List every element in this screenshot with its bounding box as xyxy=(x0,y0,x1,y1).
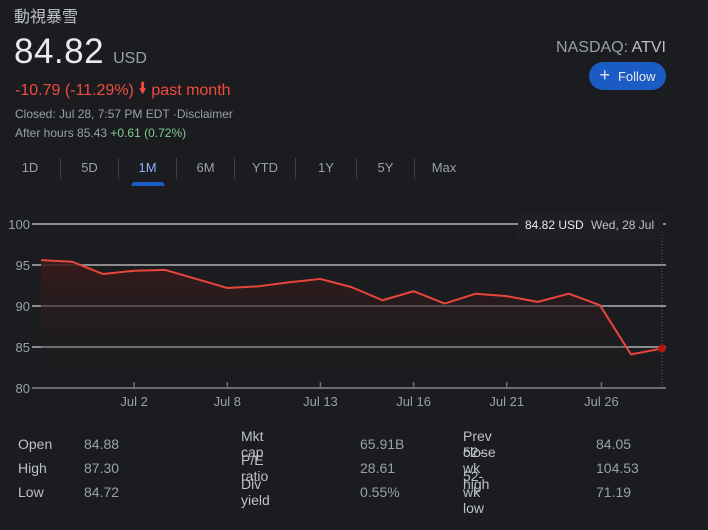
price-row: 84.82 USD xyxy=(14,32,147,72)
ticker: ATVI xyxy=(631,39,666,56)
x-tick-label: Jul 16 xyxy=(396,394,431,409)
stat-value: 28.61 xyxy=(360,460,396,476)
stat-label: Div yield xyxy=(241,476,270,508)
tooltip-value: 84.82 USD xyxy=(525,218,584,232)
price-area xyxy=(41,260,662,388)
stat-value: 0.55% xyxy=(360,484,400,500)
y-tick-label: 85 xyxy=(16,340,30,355)
x-tick-label: Jul 13 xyxy=(303,394,338,409)
tab-1m[interactable]: 1M xyxy=(119,154,176,182)
range-tabs: 1D 5D 1M 6M YTD 1Y 5Y Max xyxy=(0,153,473,183)
x-tick-label: Jul 2 xyxy=(120,394,147,409)
change-value: -10.79 (-11.29%) xyxy=(15,81,134,99)
closed-text: Closed: Jul 28, 7:57 PM EDT xyxy=(15,107,170,121)
tooltip-box xyxy=(518,213,662,241)
stat-value: 87.30 xyxy=(84,460,120,476)
stat-label: Prev close xyxy=(463,428,496,460)
disclaimer-link[interactable]: ·Disclaimer xyxy=(172,107,233,121)
exchange-ticker: NASDAQ: ATVI xyxy=(556,39,666,57)
tab-separator xyxy=(60,157,61,179)
currency: USD xyxy=(113,50,147,67)
change-period: past month xyxy=(151,81,231,99)
exchange: NASDAQ: xyxy=(556,39,629,56)
price-change: -10.79 (-11.29%) 🠛 past month xyxy=(15,78,231,103)
plus-icon: + xyxy=(599,64,610,85)
stat-label: High xyxy=(18,460,47,476)
tab-separator xyxy=(414,157,415,179)
closed-info: Closed: Jul 28, 7:57 PM EDT ·Disclaimer xyxy=(15,107,233,121)
stat-label: Low xyxy=(18,484,44,500)
tab-separator xyxy=(295,157,296,179)
tab-6m[interactable]: 6M xyxy=(196,160,215,175)
company-name: 動視暴雪 xyxy=(14,7,79,26)
stat-value: 84.88 xyxy=(84,436,120,452)
tab-ytd[interactable]: YTD xyxy=(252,160,278,175)
y-tick-label: 80 xyxy=(16,381,30,396)
tab-1y[interactable]: 1Y xyxy=(318,160,334,175)
x-tick-label: Jul 21 xyxy=(489,394,524,409)
hover-point xyxy=(658,344,666,353)
stat-value: 71.19 xyxy=(596,484,632,500)
stat-label: Mkt cap xyxy=(241,428,264,460)
current-price: 84.82 xyxy=(14,32,105,71)
tab-5y[interactable]: 5Y xyxy=(377,160,394,175)
tab-separator xyxy=(234,157,235,179)
stat-value: 65.91B xyxy=(360,436,405,452)
x-tick-label: Jul 8 xyxy=(214,394,241,409)
y-tick-label: 100 xyxy=(8,217,30,232)
price-line xyxy=(40,259,663,356)
tab-1d[interactable]: 1D xyxy=(21,160,39,175)
stat-label: 52-wk high xyxy=(463,444,490,492)
stat-label: 52-wk low xyxy=(463,468,485,516)
tooltip-date: Wed, 28 Jul xyxy=(591,218,654,232)
stat-value: 84.72 xyxy=(84,484,120,500)
x-tick-label: Jul 26 xyxy=(584,394,619,409)
stat-value: 104.53 xyxy=(596,460,639,476)
tab-5d[interactable]: 5D xyxy=(81,160,98,175)
price-chart[interactable]: 100 95 90 85 80 Jul 2 Jul 8 Jul 13 Jul 16 Jul 21 J… xyxy=(0,205,708,415)
follow-label: Follow xyxy=(617,68,656,84)
stat-value: 84.05 xyxy=(596,436,632,452)
y-tick-label: 95 xyxy=(16,258,30,273)
tab-separator xyxy=(356,157,357,179)
follow-button[interactable]: + Follow xyxy=(589,62,666,90)
y-tick-label: 90 xyxy=(16,299,30,314)
after-hours-change: +0.61 (0.72%) xyxy=(110,126,187,140)
tab-separator xyxy=(176,157,177,179)
stat-label: P/E ratio xyxy=(241,452,269,484)
after-hours: After hours 85.43 +0.61 (0.72%) xyxy=(15,126,186,140)
stat-label: Open xyxy=(18,436,53,452)
tab-max[interactable]: Max xyxy=(431,160,457,175)
after-hours-label: After hours 85.43 xyxy=(15,126,108,140)
arrow-down-icon: 🠛 xyxy=(138,80,147,97)
